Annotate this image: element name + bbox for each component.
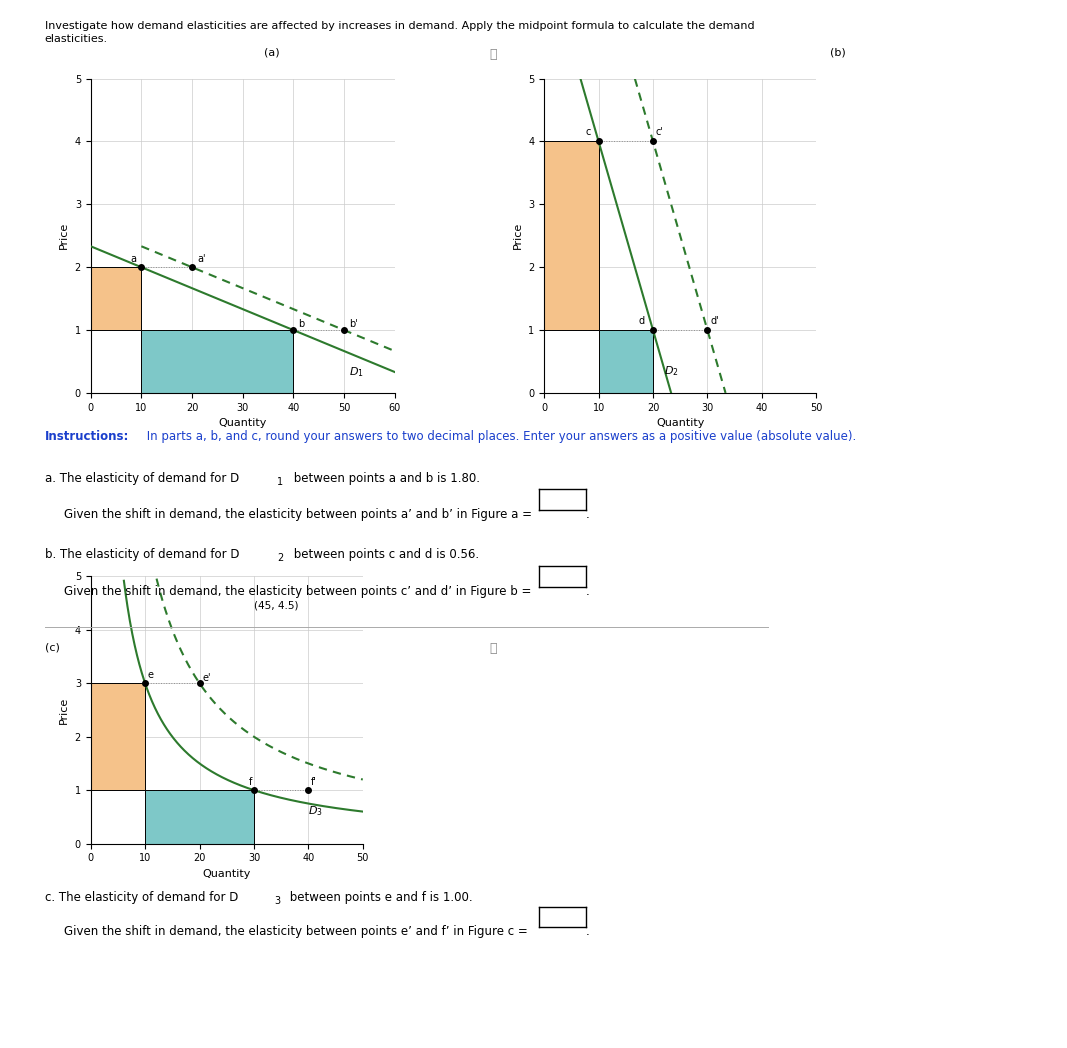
Bar	[599, 330, 653, 393]
Text: .: .	[586, 925, 590, 938]
Bar	[91, 683, 145, 790]
Text: c: c	[585, 127, 590, 137]
X-axis label: Quantity: Quantity	[656, 418, 704, 429]
Text: (c): (c)	[45, 642, 60, 653]
Text: d: d	[639, 315, 644, 326]
Text: e: e	[148, 670, 154, 680]
Text: Investigate how demand elasticities are affected by increases in demand. Apply t: Investigate how demand elasticities are …	[45, 21, 754, 31]
Text: b. The elasticity of demand for D: b. The elasticity of demand for D	[45, 548, 239, 561]
Bar	[141, 330, 293, 393]
Text: between points a and b is 1.80.: between points a and b is 1.80.	[290, 472, 480, 484]
Text: (b): (b)	[830, 47, 845, 58]
Text: b: b	[299, 319, 305, 329]
Text: f: f	[249, 777, 252, 787]
Text: $D_2$: $D_2$	[664, 364, 679, 378]
Text: ⓘ: ⓘ	[489, 642, 497, 655]
Text: Given the shift in demand, the elasticity between points c’ and d’ in Figure b =: Given the shift in demand, the elasticit…	[64, 585, 531, 597]
X-axis label: Quantity: Quantity	[203, 869, 251, 879]
Text: c': c'	[656, 127, 664, 137]
Y-axis label: Price: Price	[59, 696, 69, 724]
Text: e': e'	[203, 673, 211, 682]
Text: $D_3$: $D_3$	[308, 804, 323, 818]
Text: Given the shift in demand, the elasticity between points e’ and f’ in Figure c =: Given the shift in demand, the elasticit…	[64, 925, 528, 938]
Text: ⓘ: ⓘ	[489, 48, 497, 61]
Bar	[145, 790, 254, 844]
Text: d': d'	[711, 315, 719, 326]
Text: (a): (a)	[265, 47, 280, 58]
Text: .: .	[586, 508, 590, 521]
Text: elasticities.: elasticities.	[45, 34, 108, 44]
Text: 2: 2	[277, 553, 284, 564]
Text: 1: 1	[277, 477, 284, 487]
Text: .: .	[586, 585, 590, 597]
Y-axis label: Price: Price	[59, 222, 69, 249]
Text: f': f'	[312, 777, 317, 787]
Text: In parts a, b, and c, round your answers to two decimal places. Enter your answe: In parts a, b, and c, round your answers…	[143, 430, 856, 442]
Y-axis label: Price: Price	[512, 222, 523, 249]
Text: Instructions:: Instructions:	[45, 430, 129, 442]
Text: $D_1$: $D_1$	[349, 366, 364, 379]
Text: (45, 4.5): (45, 4.5)	[254, 601, 299, 611]
Bar	[544, 141, 599, 330]
Text: a. The elasticity of demand for D: a. The elasticity of demand for D	[45, 472, 239, 484]
Text: between points c and d is 0.56.: between points c and d is 0.56.	[290, 548, 479, 561]
Text: c. The elasticity of demand for D: c. The elasticity of demand for D	[45, 891, 238, 903]
Text: 3: 3	[274, 896, 281, 907]
Bar	[91, 267, 141, 330]
Text: a': a'	[197, 255, 206, 264]
Text: Given the shift in demand, the elasticity between points a’ and b’ in Figure a =: Given the shift in demand, the elasticit…	[64, 508, 532, 521]
Text: a: a	[130, 255, 137, 264]
Text: between points e and f is 1.00.: between points e and f is 1.00.	[286, 891, 473, 903]
Text: b': b'	[349, 319, 357, 329]
X-axis label: Quantity: Quantity	[219, 418, 267, 429]
